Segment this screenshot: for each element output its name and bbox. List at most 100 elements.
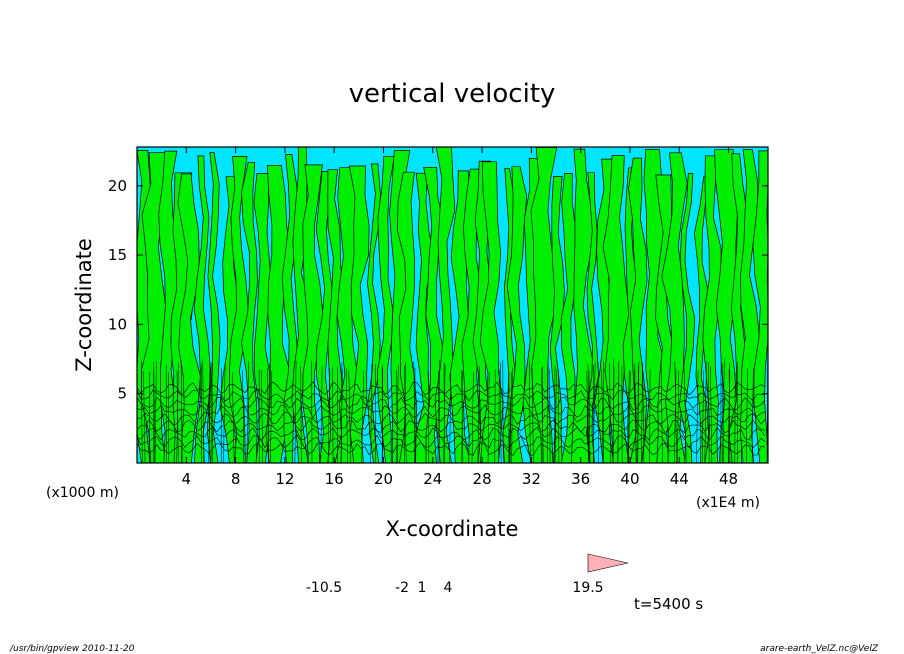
contour-line — [586, 371, 589, 464]
y-tick-label: 20 — [108, 177, 127, 195]
contour-line — [746, 368, 748, 464]
contour-line — [728, 363, 730, 464]
contour-line — [211, 372, 213, 464]
contour-line — [642, 364, 645, 464]
contour-line — [261, 370, 263, 464]
footer-left: /usr/bin/gpview 2010-11-20 — [9, 644, 135, 654]
x-tick-label: 20 — [374, 470, 393, 488]
contour-line — [587, 364, 590, 464]
contour-line — [404, 362, 406, 464]
contour-line — [701, 370, 705, 464]
colorbar-tick-label: 4 — [444, 580, 453, 596]
contour-line — [684, 368, 687, 464]
contour-line — [381, 367, 384, 464]
colorbar-arrow — [587, 553, 629, 573]
x-unit-left: (x1000 m) — [46, 485, 119, 501]
contour-line — [300, 365, 302, 464]
contour-line — [437, 370, 439, 464]
contour-line — [487, 371, 490, 464]
contour-line — [413, 361, 416, 464]
contour-line — [588, 370, 591, 464]
colorbar: -10.5 -2 1 4 19.5 — [306, 553, 629, 596]
x-tick-label: 40 — [620, 470, 639, 488]
contour-line — [136, 381, 766, 396]
contour-line — [532, 368, 534, 464]
contour-line — [348, 370, 351, 464]
contour-line — [438, 359, 440, 464]
contour-line — [601, 369, 604, 464]
contour-line — [708, 362, 710, 464]
colorbar-tick-label: -10.5 — [306, 580, 342, 596]
contour-line — [449, 370, 452, 464]
x-tick-label: 36 — [571, 470, 590, 488]
contour-line — [541, 367, 544, 464]
contour-line — [202, 359, 205, 464]
colorbar-tick-label: 19.5 — [572, 580, 603, 596]
contour-line — [471, 371, 474, 464]
contour-line — [136, 388, 766, 403]
x-tick-label: 16 — [325, 470, 344, 488]
contour-line — [554, 365, 556, 464]
y-tick-label: 5 — [117, 385, 127, 403]
contour-line — [136, 426, 766, 442]
contour-line — [634, 363, 637, 464]
contour-line — [232, 372, 235, 464]
contour-line — [677, 371, 679, 464]
contour-line — [627, 369, 630, 464]
contour-line — [136, 441, 766, 457]
plot-frame — [136, 146, 769, 464]
contour-line — [136, 434, 766, 449]
y-tick-label: 10 — [108, 315, 127, 333]
contour-line — [141, 360, 143, 464]
contour-line — [722, 359, 725, 464]
updraft-bands — [136, 146, 769, 464]
contour-line — [136, 404, 766, 419]
contour-line — [396, 364, 399, 464]
contour-line — [136, 419, 766, 434]
contour-line — [704, 361, 707, 464]
contour-line — [477, 366, 480, 464]
contour-line — [528, 360, 531, 464]
contour-line — [320, 366, 323, 464]
chart-title: vertical velocity — [349, 79, 556, 109]
x-axis-title: X-coordinate — [386, 517, 519, 541]
contour-line — [511, 367, 513, 464]
x-tick-label: 4 — [182, 470, 192, 488]
contour-line — [609, 363, 611, 464]
contour-line — [328, 368, 330, 464]
y-axis-title: Z-coordinate — [72, 238, 96, 372]
contour-line — [751, 367, 754, 464]
contour-line — [176, 362, 179, 464]
contour-line — [268, 363, 270, 464]
x-tick-label: 12 — [275, 470, 294, 488]
contour-line — [153, 361, 155, 464]
contour-line — [674, 361, 677, 464]
contour-line — [246, 361, 249, 464]
contour-line — [443, 362, 445, 464]
x-axis: 4 8 12 16 20 24 28 32 36 40 44 48 — [182, 147, 738, 488]
contour-line — [722, 364, 724, 464]
contour-line — [267, 368, 269, 464]
contour-line — [696, 370, 699, 464]
contour-line — [345, 367, 348, 464]
x-tick-label: 28 — [473, 470, 492, 488]
contour-line — [461, 370, 464, 464]
contour-line — [223, 364, 226, 464]
contour-line — [154, 361, 157, 464]
low-level-contours — [136, 359, 768, 464]
x-tick-label: 8 — [231, 470, 241, 488]
contour-line — [210, 362, 212, 464]
contour-line — [554, 369, 557, 464]
contour-line — [270, 370, 273, 464]
contour-line — [498, 369, 500, 464]
contour-line — [641, 362, 643, 464]
contour-line — [558, 369, 560, 464]
contour-line — [660, 359, 663, 464]
contour-line — [370, 364, 372, 464]
contour-line — [637, 361, 640, 464]
contour-line — [143, 370, 146, 464]
colorbar-tick-label: -2 — [395, 580, 409, 596]
contour-line — [637, 365, 639, 464]
contour-line — [509, 372, 512, 464]
